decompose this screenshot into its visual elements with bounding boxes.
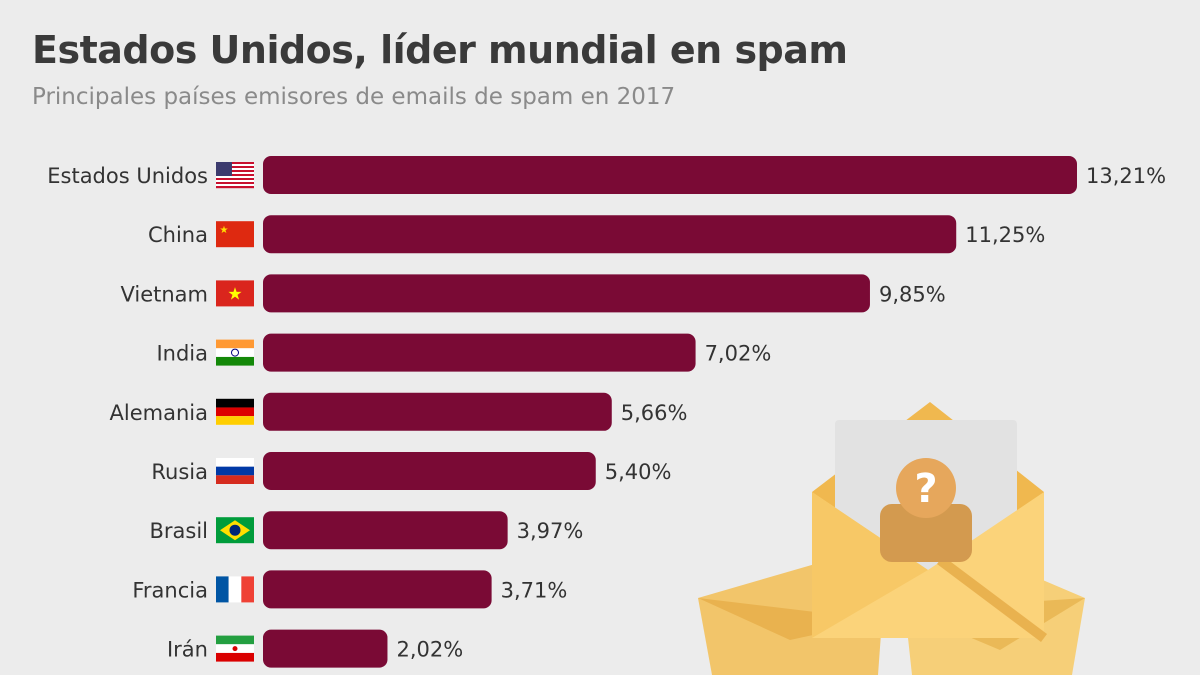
- value-label: 13,21%: [1086, 164, 1166, 188]
- bar: [263, 452, 596, 490]
- svg-text:★: ★: [220, 225, 229, 236]
- value-label: 2,02%: [396, 638, 463, 662]
- germany-flag-icon: [216, 398, 254, 425]
- value-label: 3,97%: [517, 519, 584, 543]
- chart-title: Estados Unidos, líder mundial en spam: [32, 28, 848, 72]
- iran-flag-icon: [216, 635, 254, 662]
- bar: [263, 629, 388, 668]
- category-label: India: [156, 342, 208, 366]
- bar: [263, 511, 508, 550]
- india-flag-icon: [216, 339, 254, 366]
- brazil-flag-icon: [216, 517, 254, 544]
- bar: [263, 215, 957, 254]
- category-label: Francia: [132, 578, 208, 602]
- chart-row: Francia 3,71%: [132, 570, 568, 609]
- question-mark-symbol: ?: [914, 466, 937, 512]
- vietnam-flag-icon: ★: [216, 280, 254, 307]
- spam-envelopes-illustration: ?: [698, 402, 1085, 675]
- chart-row: China ★ 11,25%: [148, 215, 1045, 254]
- category-label: Brasil: [149, 519, 208, 543]
- chart-row: Irán 2,02%: [167, 629, 463, 668]
- bar: [263, 333, 696, 372]
- value-label: 5,66%: [621, 401, 688, 425]
- chart-row: Estados Unidos 13,21%: [47, 156, 1166, 194]
- value-label: 3,71%: [501, 578, 568, 602]
- chart-row: Vietnam ★ 9,85%: [120, 274, 946, 313]
- chart-row: Alemania 5,66%: [110, 392, 688, 431]
- bar: [263, 570, 492, 609]
- value-label: 9,85%: [879, 282, 946, 306]
- value-label: 5,40%: [605, 460, 672, 484]
- svg-text:★: ★: [227, 284, 242, 304]
- category-label: China: [148, 223, 208, 247]
- chart-row: India 7,02%: [156, 333, 772, 372]
- category-label: Vietnam: [120, 282, 208, 306]
- us-flag-icon: [216, 162, 254, 189]
- category-label: Estados Unidos: [47, 164, 208, 188]
- bar: [263, 392, 612, 431]
- value-label: 11,25%: [965, 223, 1045, 247]
- value-label: 7,02%: [705, 342, 772, 366]
- chart-row: Brasil 3,97%: [149, 511, 584, 550]
- category-label: Alemania: [110, 401, 208, 425]
- france-flag-icon: [216, 576, 254, 603]
- chart-subtitle: Principales países emisores de emails de…: [32, 84, 676, 110]
- bar: [263, 274, 870, 313]
- category-label: Irán: [167, 638, 208, 662]
- chart-row: Rusia 5,40%: [151, 452, 671, 490]
- russia-flag-icon: [216, 458, 254, 484]
- china-flag-icon: ★: [216, 221, 254, 248]
- bar: [263, 156, 1077, 194]
- category-label: Rusia: [151, 460, 208, 484]
